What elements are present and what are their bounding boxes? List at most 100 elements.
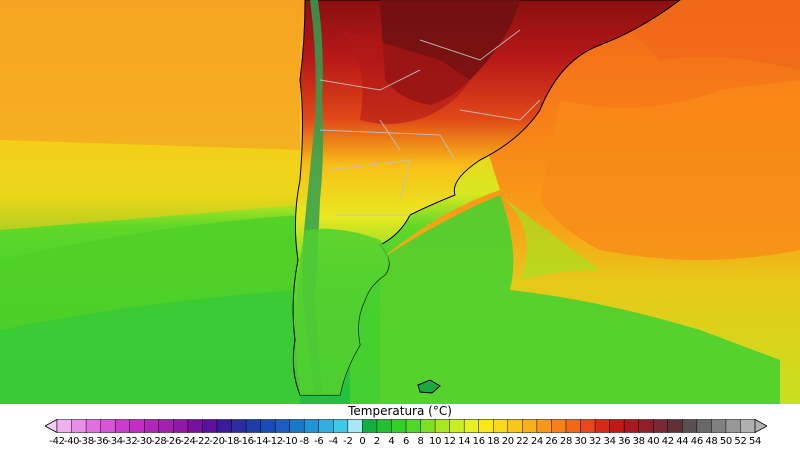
legend-tick-label: -36 [92, 436, 109, 447]
legend-swatch [594, 419, 611, 433]
legend-tick-label: 34 [603, 436, 616, 447]
legend-title: Temperatura (°C) [348, 404, 452, 418]
legend-swatch [711, 419, 727, 433]
legend-swatch [609, 419, 625, 433]
legend-tick-label: -14 [252, 436, 269, 447]
legend-tick-label: -34 [107, 436, 123, 447]
legend-swatch [260, 419, 276, 433]
legend-swatch [580, 419, 596, 433]
legend-swatch [565, 419, 582, 433]
legend-tick-label: -30 [136, 436, 153, 447]
country-borders [319, 29, 541, 216]
legend-tick-labels: -42 -40 -38 -36 -34 -32 -30 -28 -26 -24 -22 -20 -18-… [0, 436, 800, 450]
temperature-map [0, 0, 800, 404]
legend-tick-label: -10 [281, 436, 298, 447]
legend-tick-label: -18 [223, 436, 240, 447]
legend-tick-label: 46 [690, 436, 703, 447]
legend-tick-label: 54 [748, 436, 762, 447]
legend-tick-label: -16 [238, 436, 254, 447]
legend-swatch [405, 419, 422, 433]
legend-swatch [522, 419, 538, 433]
legend: Temperatura (°C) -42 -40 -38 -36 -34 -32 -30 -2… [0, 404, 800, 450]
legend-swatch [376, 419, 393, 433]
legend-swatch [333, 419, 349, 433]
legend-tick-label: 10 [429, 436, 442, 447]
legend-swatch [129, 419, 146, 433]
legend-tick-label: 40 [647, 436, 660, 447]
legend-tick-label: 28 [559, 436, 573, 447]
legend-swatch [740, 419, 756, 433]
legend-swatch [85, 419, 102, 433]
legend-arrow-low [45, 419, 58, 433]
legend-swatch [696, 419, 713, 433]
legend-swatch [158, 419, 175, 433]
legend-swatch [274, 419, 291, 433]
legend-tick-label: -8 [299, 436, 310, 447]
legend-tick-label: 2 [373, 436, 380, 447]
legend-swatch [318, 419, 335, 433]
legend-swatch [463, 419, 480, 433]
legend-tick-label: -2 [343, 436, 353, 447]
legend-tick-label: 36 [618, 436, 631, 447]
legend-swatch [71, 419, 87, 433]
legend-swatch [507, 419, 524, 433]
legend-swatch [725, 419, 742, 433]
legend-tick-label: 18 [487, 436, 500, 447]
color-scale-bar [45, 419, 767, 433]
legend-tick-label: 30 [574, 436, 587, 447]
legend-swatch [391, 419, 407, 433]
legend-swatch [682, 419, 698, 433]
legend-tick-label: 32 [588, 436, 602, 447]
atlantic-green-tongue [350, 195, 780, 404]
legend-arrow-high [754, 419, 767, 433]
legend-tick-label: 26 [545, 436, 558, 447]
legend-tick-label: -24 [180, 436, 196, 447]
legend-swatch [245, 419, 262, 433]
legend-tick-label: -12 [267, 436, 283, 447]
legend-swatch [216, 419, 233, 433]
legend-tick-label: 50 [719, 436, 732, 447]
legend-swatch [289, 419, 305, 433]
legend-swatch [638, 419, 654, 433]
legend-swatch [667, 419, 684, 433]
legend-tick-label: -38 [78, 436, 94, 447]
legend-swatch [623, 419, 640, 433]
legend-swatch [420, 419, 436, 433]
legend-tick-label: -6 [314, 436, 324, 447]
legend-tick-label: 20 [501, 436, 514, 447]
legend-tick-label: -26 [165, 436, 182, 447]
legend-tick-label: 48 [705, 436, 718, 447]
falkland-islands [417, 379, 441, 394]
legend-swatch [493, 419, 509, 433]
legend-tick-label: 38 [632, 436, 645, 447]
legend-swatch [144, 419, 160, 433]
legend-swatch [303, 419, 320, 433]
legend-tick-label: 42 [661, 436, 674, 447]
pacific-warm-band [0, 0, 300, 150]
legend-tick-label: -28 [151, 436, 167, 447]
legend-tick-label: -32 [121, 436, 138, 447]
legend-swatch [551, 419, 567, 433]
legend-tick-label: 16 [472, 436, 485, 447]
legend-tick-label: -40 [63, 436, 80, 447]
legend-swatch [173, 419, 189, 433]
legend-tick-label: 52 [734, 436, 747, 447]
legend-tick-label: 22 [516, 436, 529, 447]
legend-tick-label: 14 [458, 436, 471, 447]
legend-tick-label: -4 [328, 436, 339, 447]
legend-swatch [434, 419, 451, 433]
legend-tick-label: 4 [388, 436, 395, 447]
legend-swatch [100, 419, 116, 433]
legend-tick-label: 6 [402, 436, 410, 447]
legend-swatch [202, 419, 218, 433]
legend-swatch [652, 419, 669, 433]
legend-tick-label: 0 [359, 436, 366, 447]
legend-swatch [478, 419, 495, 433]
legend-tick-label: 24 [530, 436, 543, 447]
legend-swatch [449, 419, 465, 433]
legend-tick-label: -22 [194, 436, 211, 447]
legend-swatch [231, 419, 247, 433]
legend-swatch [362, 419, 378, 433]
legend-swatch [56, 419, 73, 433]
legend-swatch [114, 419, 131, 433]
